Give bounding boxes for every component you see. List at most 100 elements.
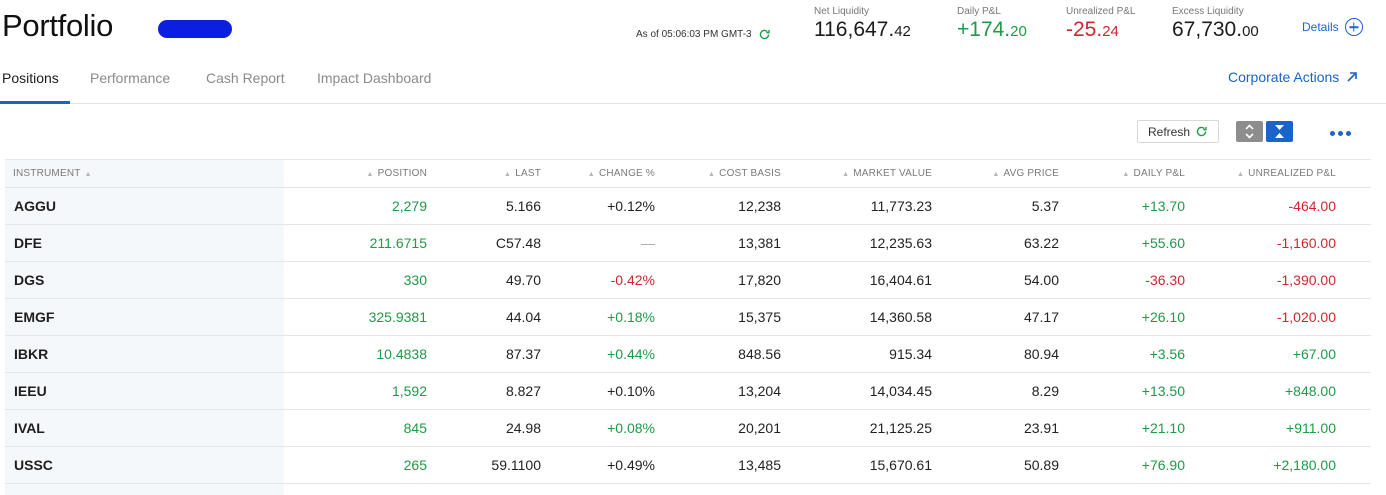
as-of-timestamp: As of 05:06:03 PM GMT-3 <box>636 28 771 41</box>
page-title: Portfolio <box>2 8 114 43</box>
sort-icon: ▲ <box>587 171 595 178</box>
header-cost-basis[interactable]: ▲ COST BASIS <box>708 168 781 179</box>
table-header: INSTRUMENT ▲ ▲ POSITION ▲ LAST ▲ CHANGE % ▲ C… <box>5 159 1371 188</box>
instrument-cell[interactable]: USSC <box>14 457 53 473</box>
last-cell: 49.70 <box>505 272 541 288</box>
position-cell: 265 <box>403 457 427 473</box>
table-row[interactable]: IVAL 845 24.98 +0.08% 20,201 21,125.25 23.91 +2… <box>5 410 1371 447</box>
avg-price-cell: 63.22 <box>1023 235 1059 251</box>
table-row[interactable]: EMGF 325.9381 44.04 +0.18% 15,375 14,360.58 47… <box>5 299 1371 336</box>
metric-value-int: 116,647. <box>814 18 895 41</box>
sort-icon: ▲ <box>842 171 850 178</box>
position-cell: 1,592 <box>391 383 427 399</box>
table-row[interactable]: DFE 211.6715 C57.48 — 13,381 12,235.63 63.22 +5… <box>5 225 1371 262</box>
sort-icon: ▲ <box>504 171 512 178</box>
cost-basis-cell: 17,820 <box>738 272 781 288</box>
unrealized-pl-metric: Unrealized P&L -25.24 <box>1066 6 1135 42</box>
header-avg-price[interactable]: ▲ AVG PRICE <box>992 168 1059 179</box>
unrealized-pl-cell: +911.00 <box>1286 420 1336 436</box>
header-last[interactable]: ▲ LAST <box>504 168 541 179</box>
table-row[interactable]: USSC 265 59.1100 +0.49% 13,485 15,670.61 50.89… <box>5 447 1371 484</box>
tab-bar: Positions Performance Cash Report Impact… <box>0 60 1386 104</box>
collapse-rows-button[interactable] <box>1266 121 1293 142</box>
instrument-cell[interactable]: DGS <box>14 272 45 288</box>
header-change-pct[interactable]: ▲ CHANGE % <box>587 168 655 179</box>
avg-price-cell: 80.94 <box>1023 346 1059 362</box>
refresh-icon <box>1196 126 1207 137</box>
change-cell: +0.18% <box>607 309 655 325</box>
change-cell: +0.49% <box>607 457 655 473</box>
excess-liquidity-metric: Excess Liquidity 67,730.00 <box>1172 6 1259 42</box>
header-instrument[interactable]: INSTRUMENT ▲ <box>13 168 92 179</box>
position-cell: 2,279 <box>391 198 427 214</box>
instrument-cell[interactable]: EMGF <box>14 309 55 325</box>
cost-basis-cell: 20,201 <box>738 420 781 436</box>
instrument-cell[interactable]: DFE <box>14 235 42 251</box>
expand-rows-button[interactable] <box>1236 121 1263 142</box>
tab-cash-report[interactable]: Cash Report <box>206 70 285 86</box>
metric-value-dec: 00 <box>1242 23 1259 40</box>
refresh-label: Refresh <box>1147 124 1191 139</box>
collapse-icon <box>1275 125 1284 138</box>
position-cell: 10.4838 <box>376 346 427 362</box>
more-options-icon[interactable] <box>1330 131 1351 136</box>
market-value-cell: 14,360.58 <box>869 309 932 325</box>
unrealized-pl-cell: +67.00 <box>1292 346 1336 362</box>
avg-price-cell: 23.91 <box>1023 420 1059 436</box>
last-cell: 24.98 <box>505 420 541 436</box>
header-unrealized-pl[interactable]: ▲ UNREALIZED P&L <box>1237 168 1336 179</box>
change-cell: -0.42% <box>610 272 655 288</box>
cost-basis-cell: 13,485 <box>738 457 781 473</box>
active-tab-indicator <box>0 101 70 104</box>
unrealized-pl-cell: -1,160.00 <box>1276 235 1336 251</box>
avg-price-cell: 5.37 <box>1031 198 1059 214</box>
unrealized-pl-cell: -464.00 <box>1288 198 1336 214</box>
table-row[interactable]: DGS 330 49.70 -0.42% 17,820 16,404.61 54.00 -36… <box>5 262 1371 299</box>
sort-icon: ▲ <box>366 171 374 178</box>
daily-pl-cell: +13.70 <box>1141 198 1185 214</box>
last-cell: 59.1100 <box>491 457 541 473</box>
header-market-value[interactable]: ▲ MARKET VALUE <box>842 168 932 179</box>
daily-pl-cell: +26.10 <box>1141 309 1185 325</box>
tab-impact-dashboard[interactable]: Impact Dashboard <box>317 70 432 86</box>
daily-pl-cell: +76.90 <box>1141 457 1185 473</box>
metric-value-dec: 24 <box>1102 23 1119 40</box>
metric-value-dec: 20 <box>1010 23 1027 40</box>
header-position[interactable]: ▲ POSITION <box>366 168 427 179</box>
instrument-cell[interactable]: IVAL <box>14 420 45 436</box>
metric-value-dec: 42 <box>894 23 911 40</box>
tab-positions[interactable]: Positions <box>2 70 59 86</box>
market-value-cell: 21,125.25 <box>869 420 932 436</box>
unrealized-pl-cell: -1,390.00 <box>1276 272 1336 288</box>
market-value-cell: 915.34 <box>889 346 932 362</box>
change-cell: +0.44% <box>607 346 655 362</box>
table-row[interactable]: AGGU 2,279 5.166 +0.12% 12,238 11,773.23 5.37 +… <box>5 188 1371 225</box>
details-label: Details <box>1302 20 1339 34</box>
redacted-account-id <box>158 20 232 38</box>
market-value-cell: 16,404.61 <box>869 272 932 288</box>
refresh-button[interactable]: Refresh <box>1137 120 1219 143</box>
instrument-cell[interactable]: IEEU <box>14 383 47 399</box>
corporate-actions-label: Corporate Actions <box>1228 69 1340 85</box>
position-cell: 845 <box>403 420 427 436</box>
refresh-icon[interactable] <box>758 28 771 41</box>
tab-performance[interactable]: Performance <box>90 70 171 86</box>
table-row[interactable]: IEEU 1,592 8.827 +0.10% 13,204 14,034.45 8.29 +… <box>5 373 1371 410</box>
metric-label: Excess Liquidity <box>1172 6 1244 17</box>
plus-circle-icon <box>1344 18 1363 36</box>
avg-price-cell: 54.00 <box>1023 272 1059 288</box>
position-cell: 325.9381 <box>368 309 427 325</box>
corporate-actions-link[interactable]: Corporate Actions <box>1228 69 1359 85</box>
as-of-label: As of 05:06:03 PM GMT-3 <box>636 29 752 40</box>
market-value-cell: 12,235.63 <box>869 235 932 251</box>
instrument-cell[interactable]: AGGU <box>14 198 56 214</box>
daily-pl-cell: +21.10 <box>1141 420 1185 436</box>
table-row[interactable]: IBKR 10.4838 87.37 +0.44% 848.56 915.34 80.94 +… <box>5 336 1371 373</box>
avg-price-cell: 50.89 <box>1023 457 1059 473</box>
details-button[interactable]: Details <box>1302 18 1363 36</box>
header-daily-pl[interactable]: ▲ DAILY P&L <box>1122 168 1185 179</box>
instrument-cell[interactable]: IBKR <box>14 346 49 362</box>
change-cell: — <box>641 235 655 251</box>
daily-pl-cell: -36.30 <box>1145 272 1185 288</box>
unrealized-pl-cell: +2,180.00 <box>1273 457 1336 473</box>
